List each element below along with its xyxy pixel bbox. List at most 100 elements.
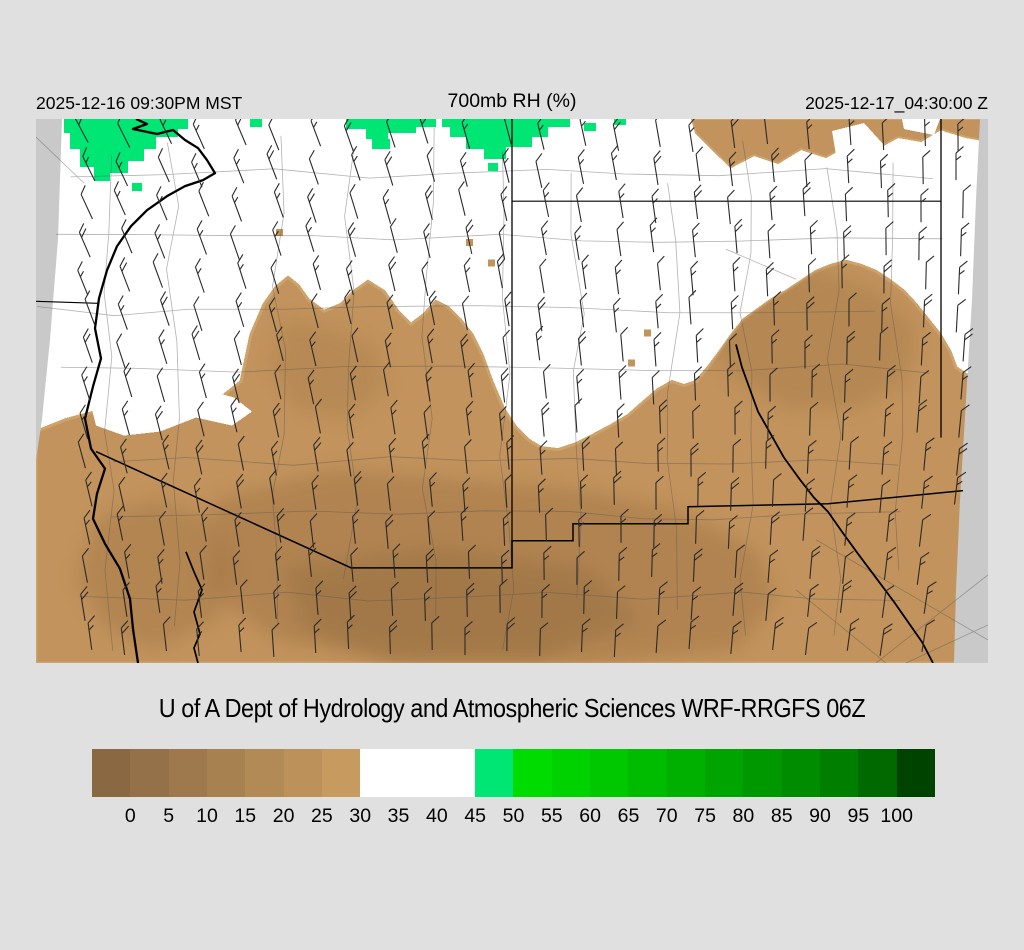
wind-barb	[879, 326, 889, 361]
colorbar-tick-label: 10	[196, 805, 218, 827]
wind-barb	[692, 404, 701, 439]
wind-barb	[386, 119, 396, 148]
wind-barb	[807, 583, 819, 617]
wind-barb	[120, 438, 128, 474]
wind-barb	[883, 546, 897, 580]
colorbar-segment	[168, 749, 207, 797]
wind-barb	[580, 618, 591, 652]
wind-barb	[351, 327, 359, 363]
wind-barb	[83, 509, 91, 545]
wind-barb	[157, 148, 170, 183]
mexico-border	[95, 450, 964, 569]
wind-barb	[502, 511, 511, 546]
wind-barbs	[74, 119, 974, 657]
nv-ca-border	[36, 300, 99, 304]
wind-barb	[734, 218, 743, 254]
wind-barb	[121, 219, 133, 254]
wind-barb	[156, 367, 166, 403]
wind-barb	[540, 220, 549, 256]
wind-barb	[118, 476, 126, 512]
colorbar-segment	[130, 749, 169, 797]
wind-barb	[542, 182, 550, 218]
colorbar-segment	[666, 749, 705, 797]
wind-barb	[690, 586, 702, 620]
colorbar-tick-label: 70	[655, 805, 678, 827]
wind-barb	[464, 620, 473, 655]
rio-grande-river	[735, 344, 934, 663]
wind-barb	[87, 615, 96, 650]
wind-barb	[122, 582, 130, 617]
wind-barb	[693, 184, 703, 220]
wind-barb	[313, 436, 322, 472]
wind-barb	[501, 549, 510, 584]
wind-barb	[196, 621, 204, 656]
wind-barb	[688, 119, 696, 152]
wind-barb	[119, 257, 131, 292]
wind-barb	[274, 364, 282, 400]
wind-barb	[80, 185, 93, 220]
colorbar	[92, 749, 935, 797]
wind-barb	[846, 474, 858, 508]
wind-barb	[918, 370, 930, 404]
wind-barb	[651, 188, 659, 224]
wind-barb	[730, 476, 740, 511]
wind-barb	[237, 435, 245, 471]
wind-barb	[769, 511, 781, 545]
wind-barb	[458, 181, 466, 216]
wind-barb	[268, 119, 280, 151]
wind-barb	[767, 223, 776, 259]
wind-barb	[577, 330, 587, 366]
wind-barb	[658, 399, 668, 434]
wind-barb	[578, 512, 587, 547]
wind-barb	[158, 329, 168, 365]
wind-barb	[844, 512, 856, 546]
wind-barb	[955, 298, 966, 333]
colorbar-tick-label: 45	[464, 805, 487, 827]
wind-barb	[348, 403, 356, 439]
wind-barb	[958, 404, 970, 438]
wind-barb	[763, 119, 772, 145]
wind-barb	[732, 438, 742, 473]
wind-barb	[429, 472, 437, 507]
wind-barb	[579, 474, 589, 509]
wind-barb	[382, 189, 392, 224]
wind-barb	[159, 119, 173, 145]
wind-barb	[310, 119, 322, 147]
wind-barb	[82, 147, 96, 182]
wind-barb	[730, 119, 739, 149]
wind-barb	[765, 587, 777, 621]
colorbar-tick-label: 60	[579, 805, 601, 827]
wind-barb	[537, 119, 545, 150]
wind-barb	[113, 181, 126, 216]
wind-barb	[923, 437, 935, 471]
wind-barb	[386, 476, 395, 511]
caption: U of A Dept of Hydrology and Atmospheric…	[158, 693, 866, 723]
wind-barb	[881, 119, 890, 151]
wind-barb	[728, 151, 737, 187]
wind-barb	[537, 478, 546, 513]
wind-barb	[842, 550, 854, 584]
wind-barb	[160, 291, 170, 326]
wind-barb	[839, 579, 853, 613]
wind-barb	[239, 579, 248, 614]
wind-barb	[769, 367, 778, 402]
wind-barb	[423, 586, 433, 621]
colorbar-segment	[590, 749, 629, 797]
wind-barb	[924, 119, 933, 147]
wind-barb	[653, 332, 662, 367]
wind-barb	[802, 507, 814, 541]
wind-barb	[655, 619, 667, 653]
wind-barb	[535, 325, 544, 361]
wind-barb	[657, 437, 666, 472]
wind-barb	[232, 368, 241, 404]
wind-barb	[802, 181, 811, 217]
wind-barb	[233, 148, 245, 184]
colorbar-segment	[245, 749, 284, 797]
wind-barb	[421, 433, 430, 469]
wind-barb	[348, 585, 357, 620]
wind-barb	[426, 146, 436, 182]
wind-barb	[579, 119, 587, 146]
wind-barb	[727, 515, 738, 549]
wind-barb	[923, 581, 937, 614]
wind-barb	[162, 616, 171, 651]
